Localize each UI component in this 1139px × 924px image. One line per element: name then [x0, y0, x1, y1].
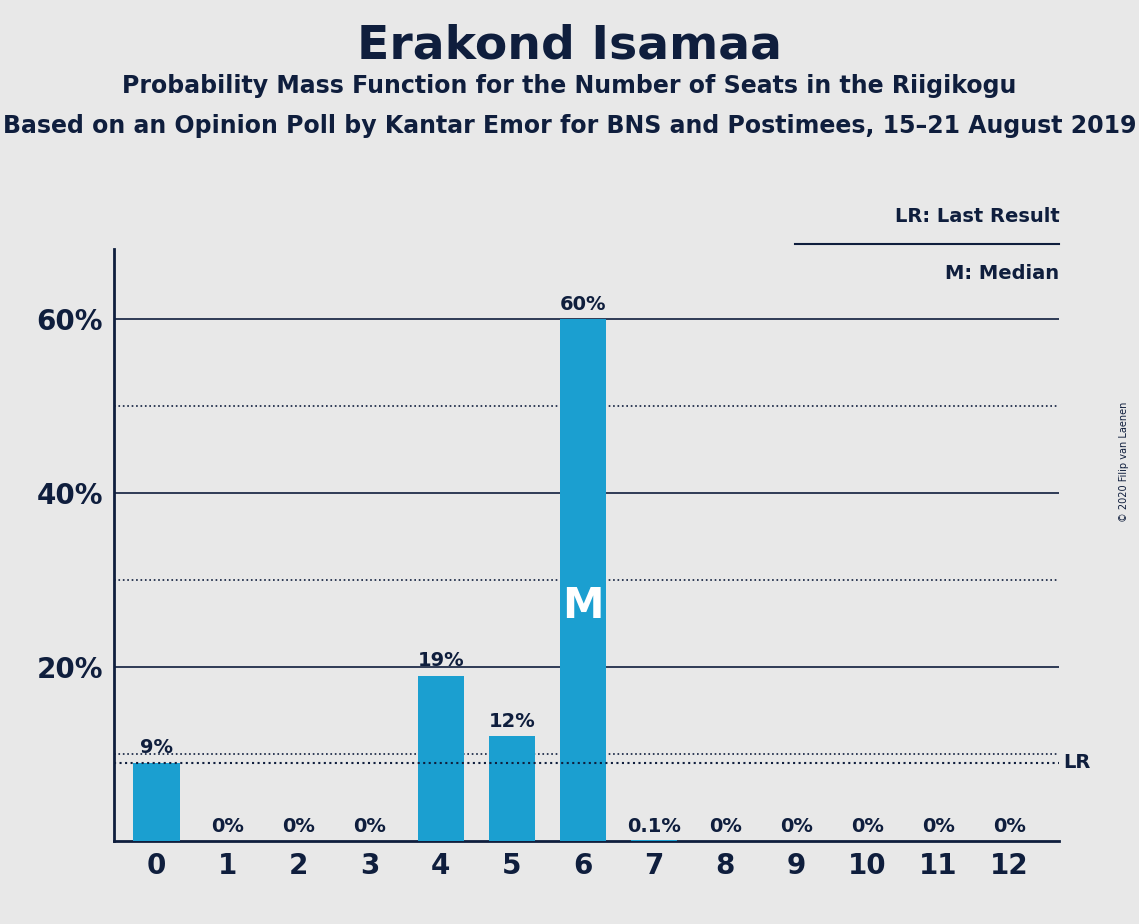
Text: Erakond Isamaa: Erakond Isamaa — [357, 23, 782, 68]
Text: 9%: 9% — [140, 738, 173, 758]
Bar — [418, 675, 464, 841]
Text: 0%: 0% — [282, 818, 316, 836]
Text: 60%: 60% — [559, 295, 606, 314]
Text: 0%: 0% — [780, 818, 813, 836]
Text: 0%: 0% — [708, 818, 741, 836]
Text: 19%: 19% — [418, 651, 465, 671]
Text: M: Median: M: Median — [945, 264, 1059, 284]
Text: 0%: 0% — [993, 818, 1026, 836]
Bar — [560, 319, 606, 841]
Bar — [489, 736, 535, 841]
Text: 0.1%: 0.1% — [628, 818, 681, 836]
Text: Probability Mass Function for the Number of Seats in the Riigikogu: Probability Mass Function for the Number… — [122, 74, 1017, 98]
Text: 12%: 12% — [489, 712, 535, 731]
Text: 0%: 0% — [851, 818, 884, 836]
Text: M: M — [563, 585, 604, 627]
Text: LR: Last Result: LR: Last Result — [894, 207, 1059, 225]
Bar — [133, 762, 180, 841]
Text: 0%: 0% — [211, 818, 244, 836]
Text: 0%: 0% — [921, 818, 954, 836]
Text: Based on an Opinion Poll by Kantar Emor for BNS and Postimees, 15–21 August 2019: Based on an Opinion Poll by Kantar Emor … — [2, 114, 1137, 138]
Text: © 2020 Filip van Laenen: © 2020 Filip van Laenen — [1120, 402, 1129, 522]
Text: 0%: 0% — [353, 818, 386, 836]
Text: LR: LR — [1063, 753, 1090, 772]
